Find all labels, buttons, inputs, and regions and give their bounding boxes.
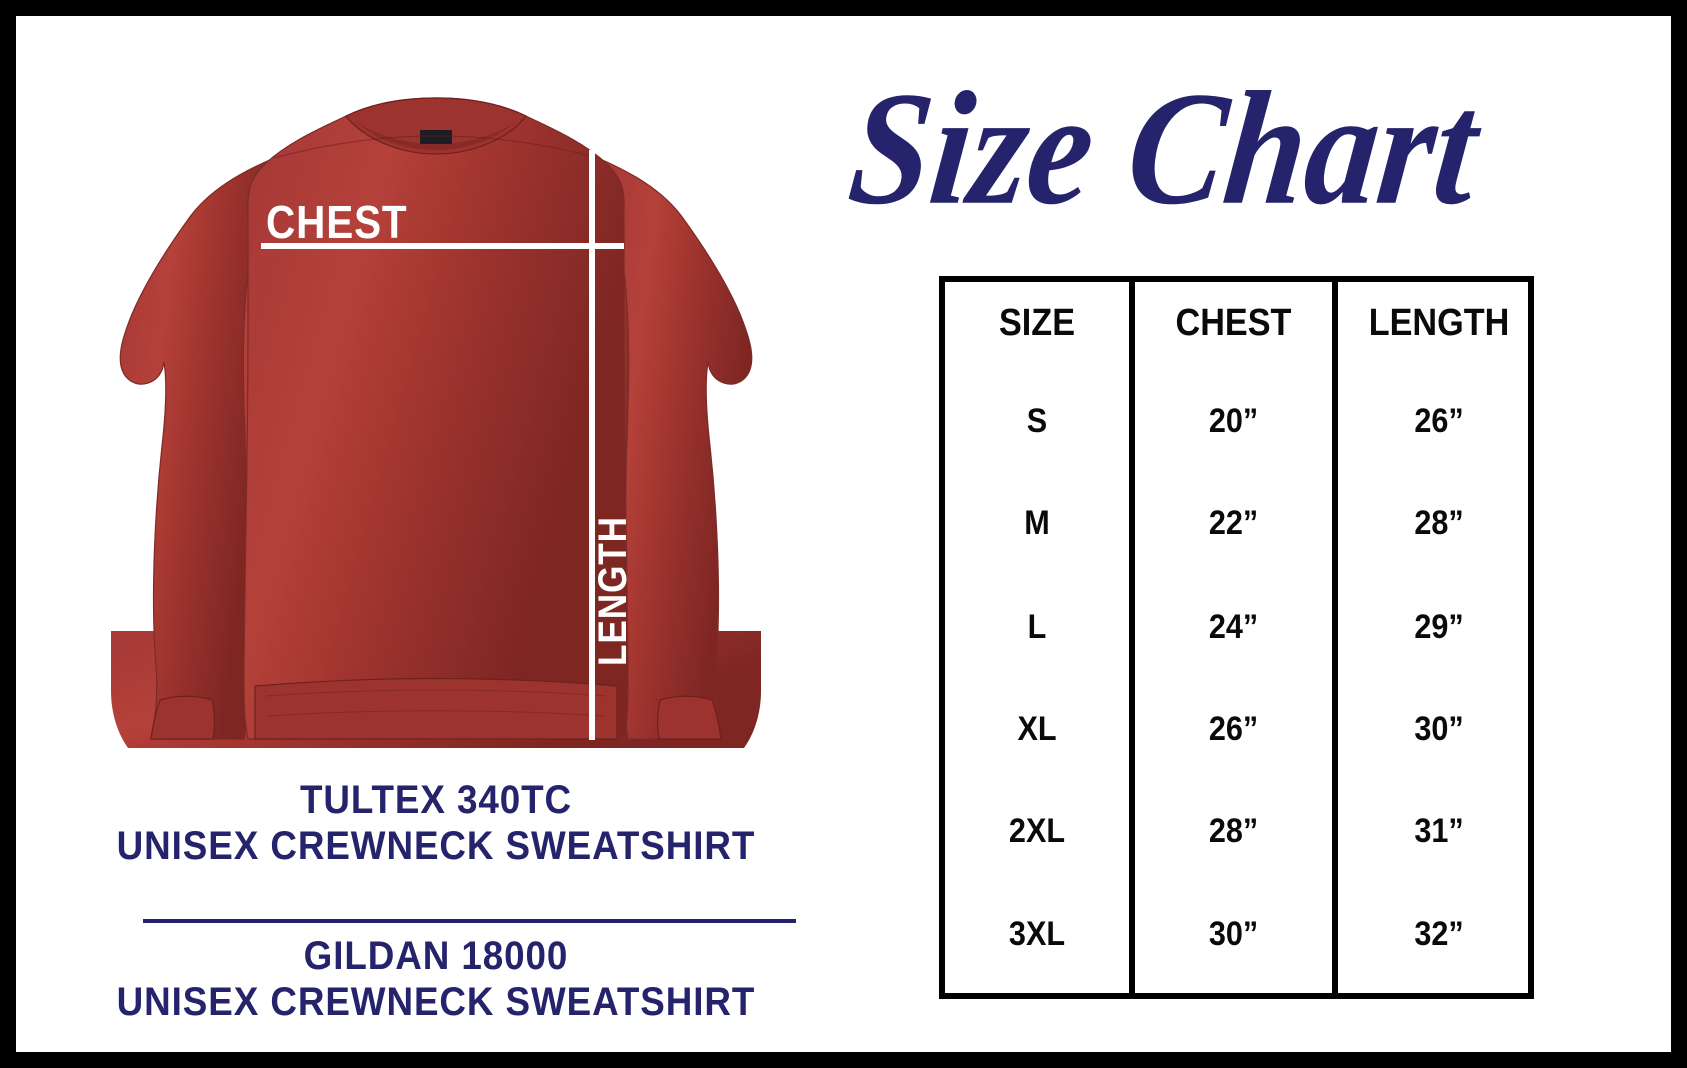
svg-text:CHEST: CHEST — [266, 198, 408, 249]
svg-text:LENGTH: LENGTH — [590, 516, 635, 666]
